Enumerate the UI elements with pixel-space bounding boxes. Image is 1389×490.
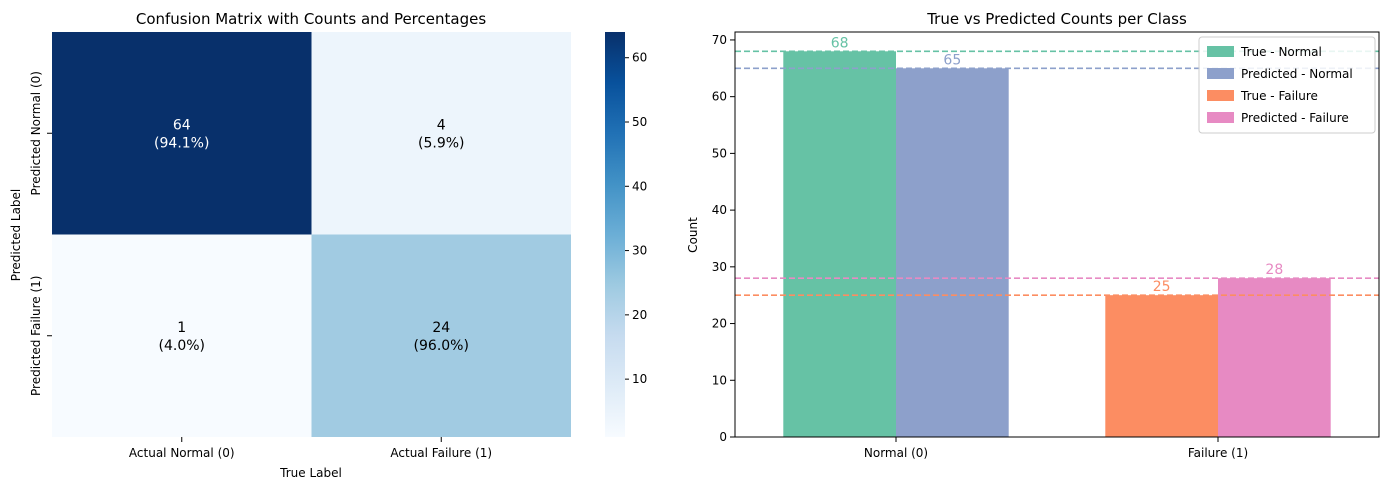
colorbar-tick-label: 20 [632, 308, 647, 322]
colorbar-tick-label: 60 [632, 51, 647, 65]
cell-count-label: 24 [432, 320, 450, 336]
bar-y-tick-label: 20 [712, 317, 727, 331]
colorbar-tick-label: 40 [632, 179, 647, 193]
bar-plot-frame [734, 31, 1380, 438]
bar-y-tick-label: 50 [712, 146, 727, 160]
cell-percent-label: (5.9%) [418, 135, 465, 151]
bar-y-tick-label: 10 [712, 373, 727, 387]
bar-chart-title: True vs Predicted Counts per Class [926, 10, 1187, 28]
heatmap-y-tick-label: Predicted Failure (1) [29, 276, 43, 396]
bar [1218, 278, 1331, 437]
colorbar-tick-label: 30 [632, 244, 647, 258]
heatmap-y-tick-label: Predicted Normal (0) [29, 71, 43, 195]
legend-swatch [1207, 90, 1234, 101]
colorbar-tick-label: 50 [632, 115, 647, 129]
legend-swatch [1207, 68, 1234, 79]
bar-value-label: 65 [943, 52, 961, 68]
cell-count-label: 64 [173, 117, 191, 133]
cell-percent-label: (94.1%) [154, 135, 209, 151]
bar-y-axis-label: Count [686, 217, 700, 253]
heatmap-x-axis-label: True Label [279, 466, 342, 480]
colorbar-tick-label: 10 [632, 372, 647, 386]
bar-y-tick-label: 0 [719, 430, 727, 444]
bar [1105, 295, 1218, 437]
bar [896, 68, 1009, 437]
bar-x-tick-label: Normal (0) [864, 446, 928, 460]
bar-value-label: 68 [831, 35, 849, 51]
confusion-matrix-panel: Confusion Matrix with Counts and Percent… [9, 10, 647, 480]
counts-bar-panel: True vs Predicted Counts per Class 68 65 2… [686, 10, 1380, 460]
heatmap-cell [311, 234, 571, 437]
bar-y-tick-label: 30 [712, 260, 727, 274]
bar-y-tick-label: 40 [712, 203, 727, 217]
cell-count-label: 1 [177, 320, 186, 336]
heatmap-cell [311, 32, 571, 235]
bar-value-label: 25 [1153, 279, 1171, 295]
legend-frame [1198, 36, 1376, 134]
bar [783, 51, 896, 438]
heatmap-cell [52, 32, 312, 235]
legend-label: True - Normal [1240, 45, 1322, 59]
cell-count-label: 4 [437, 117, 446, 133]
heatmap-x-tick-label: Actual Normal (0) [129, 446, 235, 460]
bar-x-tick-label: Failure (1) [1188, 446, 1248, 460]
legend-label: True - Failure [1240, 89, 1318, 103]
bar-value-label: 28 [1265, 262, 1283, 278]
cell-percent-label: (96.0%) [414, 338, 469, 354]
heatmap-x-tick-label: Actual Failure (1) [390, 446, 492, 460]
heatmap-y-axis-label: Predicted Label [9, 189, 23, 282]
legend-swatch [1207, 46, 1234, 57]
legend: True - Normal Predicted - Normal True - Fa… [1198, 36, 1376, 134]
colorbar [605, 32, 625, 437]
heatmap-cell [52, 234, 312, 437]
legend-label: Predicted - Failure [1241, 111, 1349, 125]
bar-y-tick-label: 60 [712, 90, 727, 104]
bar-y-tick-label: 70 [712, 33, 727, 47]
legend-swatch [1207, 112, 1234, 123]
heatmap-title: Confusion Matrix with Counts and Percent… [136, 10, 486, 28]
legend-label: Predicted - Normal [1241, 67, 1353, 81]
cell-percent-label: (4.0%) [159, 338, 206, 354]
